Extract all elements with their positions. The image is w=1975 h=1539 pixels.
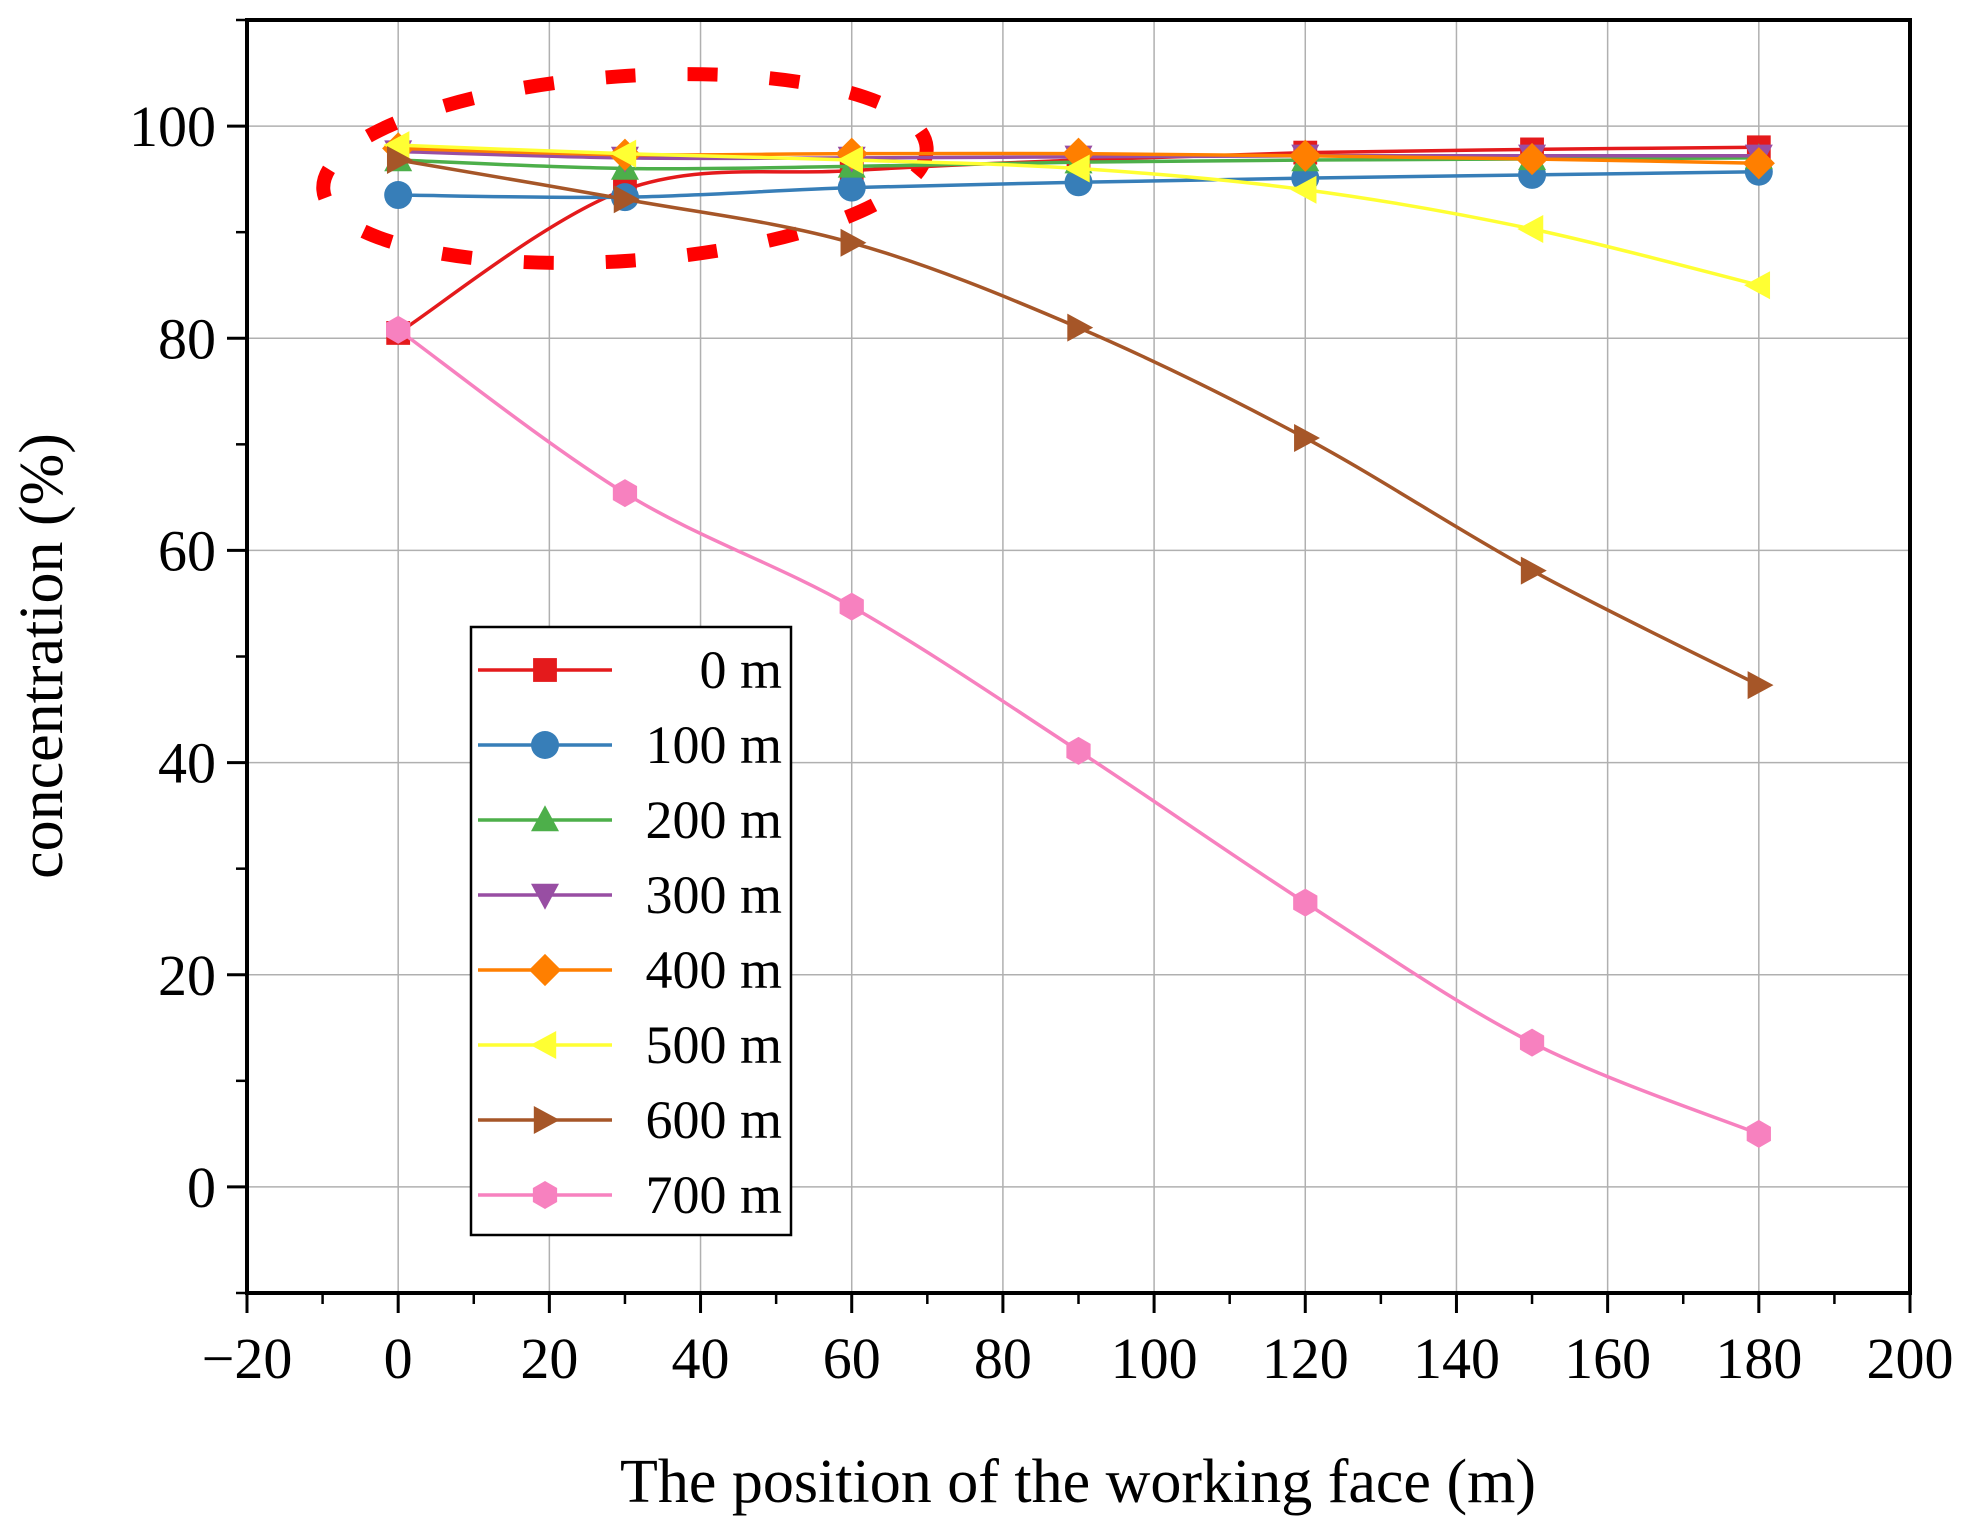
data-point-500m — [610, 139, 637, 168]
legend: 0 m 100 m 200 m 300 m 400 m 500 m 600 m 700 m — [469, 625, 793, 1237]
data-point-400m — [1515, 142, 1549, 176]
data-point-100m — [837, 173, 866, 202]
data-point-400m — [1289, 139, 1322, 172]
legend-label-400m: 400 m — [645, 940, 782, 1000]
data-point-600m — [840, 228, 867, 257]
legend-marker-300m — [531, 883, 559, 910]
legend-label-600m: 600 m — [645, 1090, 782, 1150]
x-tick-label: 100 — [1111, 1326, 1198, 1391]
legend-marker-400m — [528, 953, 562, 987]
data-point-500m — [383, 131, 410, 160]
y-tick-label: 100 — [129, 94, 216, 159]
x-tick-label: 80 — [974, 1326, 1032, 1391]
data-point-700m — [1293, 888, 1318, 917]
series-600m — [386, 146, 1774, 700]
legend-marker-0m — [533, 658, 557, 682]
data-point-600m — [1520, 556, 1547, 585]
x-tick-label: 180 — [1715, 1326, 1802, 1391]
annotations — [316, 67, 934, 270]
data-point-600m — [613, 185, 640, 214]
x-tick-label: 0 — [384, 1326, 413, 1391]
legend-label-700m: 700 m — [645, 1165, 782, 1225]
data-point-500m — [1290, 175, 1317, 204]
data-point-400m — [1062, 137, 1095, 170]
data-point-600m — [386, 146, 413, 175]
y-tick-label: 40 — [158, 731, 216, 796]
legend-label-300m: 300 m — [645, 865, 782, 925]
axis-ticks: −20 0 20 40 60 80 100 120 140 160 180 200 0 20 40 60 80 1… — [129, 18, 1954, 1391]
legend-marker-200m — [531, 805, 559, 832]
legend-label-100m: 100 m — [645, 715, 782, 775]
x-axis-title: The position of the working face (m) — [620, 1448, 1536, 1516]
data-point-700m — [1519, 1028, 1545, 1057]
x-tick-label: −20 — [202, 1326, 293, 1391]
legend-marker-500m — [530, 1031, 557, 1059]
y-tick-label: 80 — [158, 306, 216, 371]
x-tick-label: 120 — [1262, 1326, 1349, 1391]
data-point-600m — [1067, 313, 1094, 342]
highlight-ellipse — [316, 67, 934, 270]
data-point-700m — [1066, 736, 1091, 765]
legend-marker-100m — [531, 731, 559, 759]
y-tick-label: 0 — [187, 1155, 216, 1220]
data-point-500m — [1517, 214, 1544, 243]
x-tick-label: 60 — [823, 1326, 881, 1391]
y-axis-title: concentration (%) — [8, 433, 76, 879]
data-point-400m — [1742, 147, 1775, 180]
x-tick-label: 40 — [672, 1326, 730, 1391]
data-point-600m — [1747, 671, 1774, 700]
series-500m — [383, 131, 1771, 300]
data-point-500m — [1744, 271, 1771, 300]
x-tick-label: 160 — [1564, 1326, 1651, 1391]
data-point-600m — [1294, 423, 1320, 452]
y-tick-label: 20 — [158, 943, 216, 1008]
data-point-500m — [837, 146, 863, 175]
series-layer — [382, 131, 1775, 1148]
data-point-700m — [612, 479, 638, 508]
x-tick-label: 140 — [1413, 1326, 1500, 1391]
legend-marker-600m — [533, 1106, 560, 1134]
y-tick-label: 60 — [158, 518, 216, 583]
data-point-700m — [839, 592, 864, 621]
legend-label-200m: 200 m — [645, 790, 782, 850]
legend-label-0m: 0 m — [699, 640, 782, 700]
legend-label-500m: 500 m — [645, 1015, 782, 1075]
legend-box — [469, 625, 793, 1237]
data-point-100m — [384, 181, 413, 210]
data-point-700m — [386, 315, 411, 344]
data-point-500m — [1063, 154, 1090, 183]
x-tick-label: 20 — [520, 1326, 578, 1391]
x-tick-label: 200 — [1867, 1326, 1954, 1391]
legend-marker-700m — [532, 1181, 558, 1209]
series-700m — [386, 315, 1771, 1148]
data-point-700m — [1746, 1119, 1771, 1148]
